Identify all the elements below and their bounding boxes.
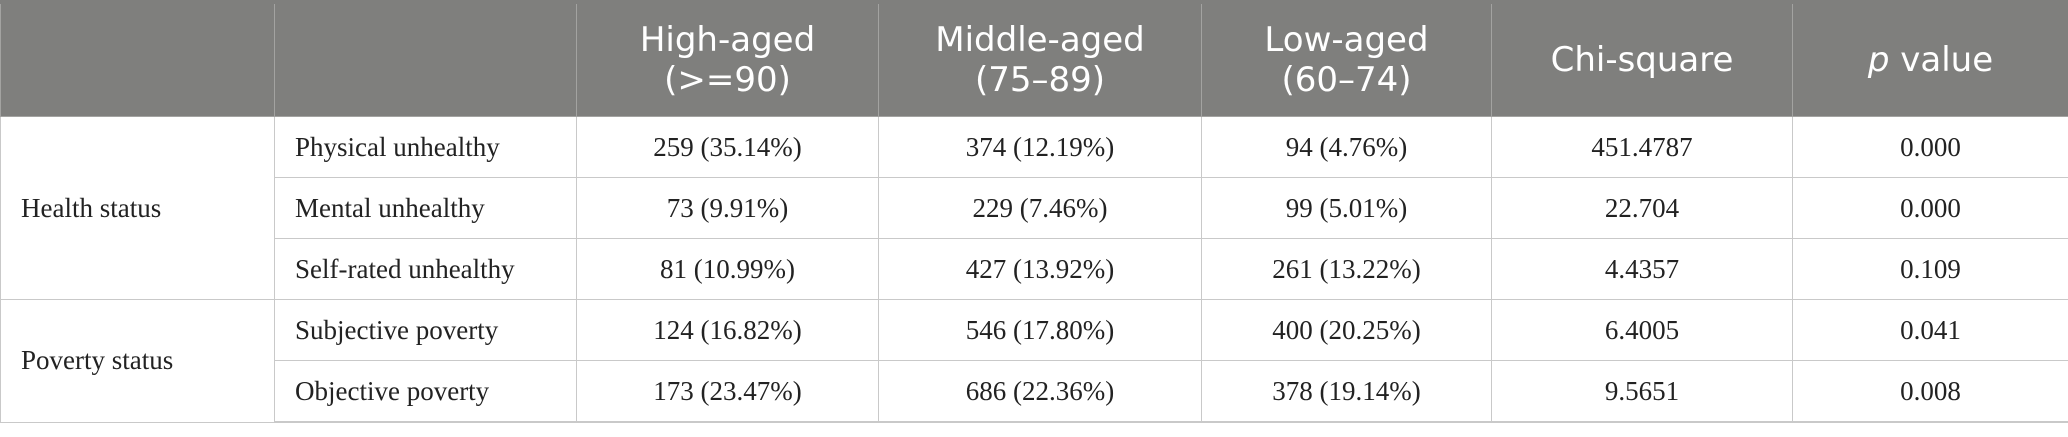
cell-middle-aged: 427 (13.92%) — [878, 238, 1202, 300]
cell-high-aged: 81 (10.99%) — [576, 238, 879, 300]
header-middle-aged-range: (75–89) — [974, 60, 1106, 100]
header-high-aged-label: High-aged — [639, 20, 816, 60]
header-low-aged-range: (60–74) — [1281, 60, 1412, 100]
cell-middle-aged: 374 (12.19%) — [878, 116, 1202, 178]
data-table: High-aged (>=90) Middle-aged (75–89) Low… — [0, 0, 2068, 423]
cell-high-aged: 259 (35.14%) — [576, 116, 879, 178]
cell-chi-square: 451.4787 — [1491, 116, 1793, 178]
header-low-aged-label: Low-aged — [1264, 20, 1429, 60]
header-group-column — [0, 0, 275, 117]
cell-low-aged: 400 (20.25%) — [1201, 299, 1492, 361]
cell-low-aged: 94 (4.76%) — [1201, 116, 1492, 178]
table-row: Mental unhealthy 73 (9.91%) 229 (7.46%) … — [1, 177, 2068, 239]
cell-p-value: 0.008 — [1792, 360, 2068, 423]
row-label: Objective poverty — [274, 360, 577, 423]
cell-chi-square: 4.4357 — [1491, 238, 1793, 300]
table-row: Poverty status Subjective poverty 124 (1… — [0, 299, 2068, 423]
cell-p-value: 0.000 — [1792, 177, 2068, 239]
group-label-poverty-status: Poverty status — [0, 299, 275, 423]
table-row: Objective poverty 173 (23.47%) 686 (22.3… — [1, 360, 2068, 423]
header-variable-column — [274, 0, 577, 117]
cell-high-aged: 173 (23.47%) — [576, 360, 879, 423]
cell-low-aged: 261 (13.22%) — [1201, 238, 1492, 300]
row-label: Physical unhealthy — [274, 116, 577, 178]
header-row: High-aged (>=90) Middle-aged (75–89) Low… — [0, 0, 2068, 117]
header-p-letter: p — [1867, 40, 1890, 80]
header-low-aged: Low-aged (60–74) — [1201, 0, 1492, 117]
cell-chi-square: 22.704 — [1491, 177, 1793, 239]
table-row: Self-rated unhealthy 81 (10.99%) 427 (13… — [1, 238, 2068, 300]
cell-chi-square: 6.4005 — [1491, 299, 1793, 361]
header-high-aged-range: (>=90) — [664, 60, 791, 100]
cell-high-aged: 73 (9.91%) — [576, 177, 879, 239]
header-high-aged: High-aged (>=90) — [576, 0, 879, 117]
cell-middle-aged: 546 (17.80%) — [878, 299, 1202, 361]
cell-middle-aged: 229 (7.46%) — [878, 177, 1202, 239]
cell-high-aged: 124 (16.82%) — [576, 299, 879, 361]
cell-chi-square: 9.5651 — [1491, 360, 1793, 423]
header-p-value-rest: value — [1889, 40, 1994, 80]
group-label-health-status: Health status — [0, 116, 275, 300]
row-label: Mental unhealthy — [274, 177, 577, 239]
header-p-value: p value — [1792, 0, 2068, 117]
cell-p-value: 0.041 — [1792, 299, 2068, 361]
table-row: Health status Physical unhealthy 259 (35… — [0, 116, 2068, 300]
cell-p-value: 0.109 — [1792, 238, 2068, 300]
row-label: Self-rated unhealthy — [274, 238, 577, 300]
header-middle-aged-label: Middle-aged — [935, 20, 1145, 60]
cell-p-value: 0.000 — [1792, 116, 2068, 178]
row-label: Subjective poverty — [274, 299, 577, 361]
header-chi-square-label: Chi-square — [1550, 40, 1734, 80]
header-middle-aged: Middle-aged (75–89) — [878, 0, 1202, 117]
cell-middle-aged: 686 (22.36%) — [878, 360, 1202, 423]
cell-low-aged: 378 (19.14%) — [1201, 360, 1492, 423]
cell-low-aged: 99 (5.01%) — [1201, 177, 1492, 239]
header-chi-square: Chi-square — [1491, 0, 1793, 117]
